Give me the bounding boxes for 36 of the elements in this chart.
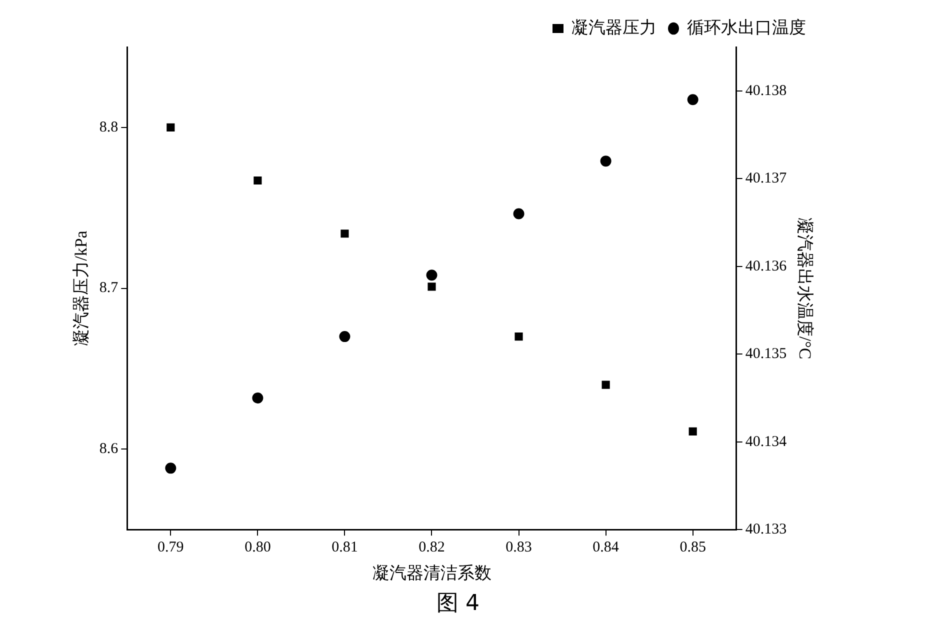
point — [428, 282, 436, 291]
legend-label: 凝汽器压力 — [572, 18, 656, 37]
point — [688, 427, 697, 436]
point — [426, 270, 438, 281]
y2-tick-label: 40.138 — [745, 82, 787, 99]
point — [600, 156, 612, 167]
point — [602, 380, 610, 389]
point — [252, 392, 264, 404]
x-tick-label: 0.85 — [680, 540, 706, 556]
point — [687, 94, 698, 106]
x-tick-label: 0.79 — [158, 540, 184, 556]
y2-tick-label: 40.137 — [745, 170, 788, 187]
y-tick-label: 8.6 — [99, 441, 119, 458]
point — [165, 462, 176, 474]
legend-label: 循环水出口温度 — [687, 18, 806, 37]
x-tick-label: 0.83 — [506, 540, 532, 556]
y2-tick-label: 40.133 — [745, 522, 787, 538]
point — [339, 331, 350, 342]
point — [166, 123, 175, 132]
point — [514, 332, 523, 341]
y2-tick-label: 40.136 — [745, 258, 788, 274]
point — [340, 230, 349, 238]
y-tick-label: 8.7 — [99, 280, 119, 296]
y2-tick-label: 40.135 — [745, 346, 787, 362]
x-tick-label: 0.80 — [244, 540, 271, 556]
y-axis-title: 凝汽器压力/kPa — [72, 230, 91, 346]
caption: 图 4 — [436, 590, 480, 618]
y2-axis-title: 凝汽器出水温度/°C — [795, 217, 814, 360]
x-tick-label: 0.82 — [418, 540, 445, 556]
y-tick-label: 8.8 — [99, 119, 118, 136]
x-tick-label: 0.81 — [332, 540, 358, 556]
y2-tick-label: 40.134 — [745, 434, 788, 450]
point — [254, 176, 262, 185]
point — [513, 208, 524, 220]
x-tick-label: 0.84 — [592, 540, 620, 556]
x-axis-title: 凝汽器清洁系数 — [372, 563, 492, 582]
